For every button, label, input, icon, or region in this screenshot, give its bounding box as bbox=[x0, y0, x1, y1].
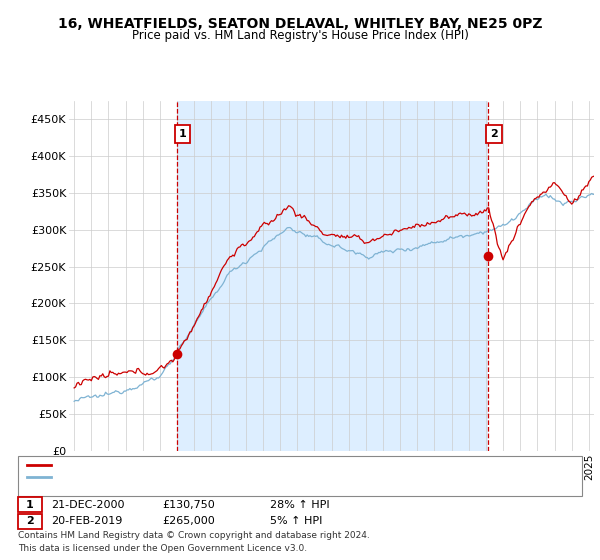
Text: 2: 2 bbox=[26, 516, 34, 526]
Text: 1: 1 bbox=[26, 500, 34, 510]
Text: 2: 2 bbox=[490, 129, 498, 139]
Text: 28% ↑ HPI: 28% ↑ HPI bbox=[270, 500, 329, 510]
Text: £265,000: £265,000 bbox=[162, 516, 215, 526]
Text: 16, WHEATFIELDS, SEATON DELAVAL, WHITLEY BAY, NE25 0PZ: 16, WHEATFIELDS, SEATON DELAVAL, WHITLEY… bbox=[58, 17, 542, 31]
Text: Price paid vs. HM Land Registry's House Price Index (HPI): Price paid vs. HM Land Registry's House … bbox=[131, 29, 469, 42]
Text: 5% ↑ HPI: 5% ↑ HPI bbox=[270, 516, 322, 526]
Text: HPI: Average price, detached house, Northumberland: HPI: Average price, detached house, Nort… bbox=[55, 472, 334, 482]
Text: 21-DEC-2000: 21-DEC-2000 bbox=[51, 500, 125, 510]
Text: Contains HM Land Registry data © Crown copyright and database right 2024.
This d: Contains HM Land Registry data © Crown c… bbox=[18, 531, 370, 553]
Bar bbox=[177, 101, 488, 451]
Text: 1: 1 bbox=[179, 129, 187, 139]
Text: 20-FEB-2019: 20-FEB-2019 bbox=[51, 516, 122, 526]
Text: 16, WHEATFIELDS, SEATON DELAVAL, WHITLEY BAY, NE25 0PZ (detached house): 16, WHEATFIELDS, SEATON DELAVAL, WHITLEY… bbox=[55, 460, 473, 470]
Text: £130,750: £130,750 bbox=[162, 500, 215, 510]
